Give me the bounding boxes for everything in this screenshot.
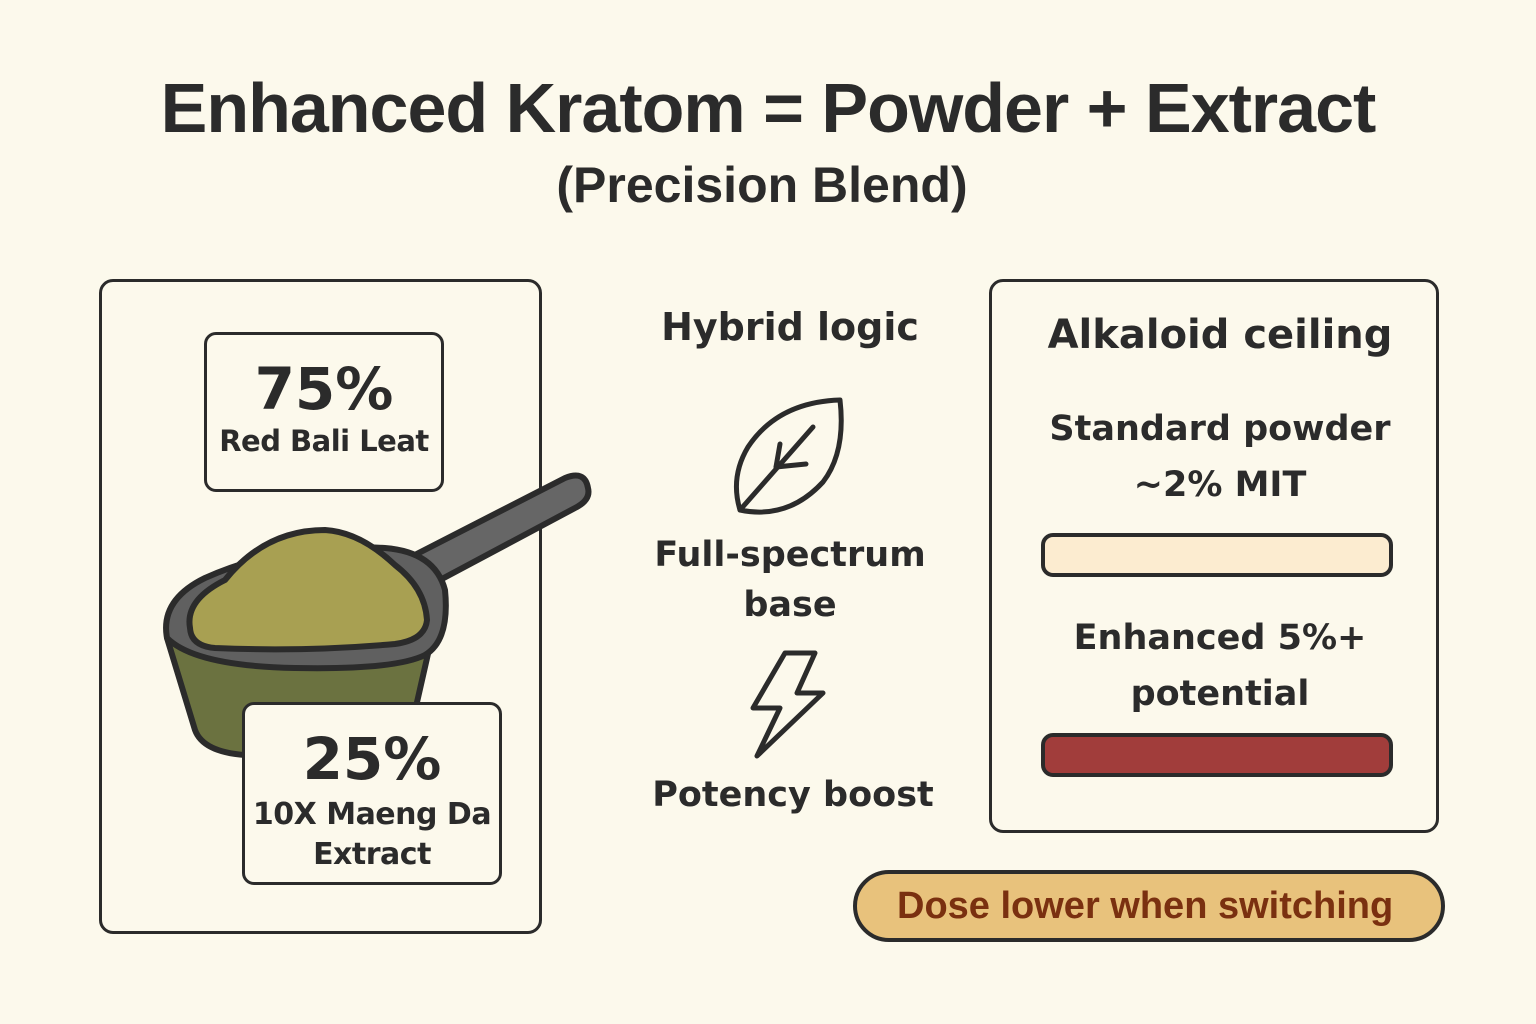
alkaloid-ceiling-heading: Alkaloid ceiling <box>1047 312 1393 358</box>
page-title: Enhanced Kratom = Powder + Extract <box>160 69 1377 147</box>
standard-powder-line1: Standard powder <box>1049 409 1391 449</box>
standard-powder-bar <box>1041 533 1393 577</box>
enhanced-line2: potential <box>1130 674 1310 714</box>
full-spectrum-line1: Full-spectrum <box>654 535 926 575</box>
leaf-icon <box>733 397 844 515</box>
extract-label-line2: Extract <box>313 837 431 872</box>
standard-powder-label: Standard powder ~2% MIT <box>995 401 1445 513</box>
powder-percent: 75% <box>254 355 394 423</box>
potency-boost-label: Potency boost <box>652 775 934 815</box>
powder-ratio-box: 75% Red Bali Leat <box>204 332 444 492</box>
powder-label: Red Bali Leat <box>219 424 429 458</box>
enhanced-line1: Enhanced 5%+ <box>1073 618 1367 658</box>
extract-percent: 25% <box>302 725 442 793</box>
hybrid-logic-heading: Hybrid logic <box>661 305 919 349</box>
full-spectrum-line2: base <box>743 585 837 625</box>
dose-warning-badge: Dose lower when switching <box>853 870 1445 942</box>
extract-label-line1: 10X Maeng Da <box>252 797 492 832</box>
scoop-with-powder-icon <box>163 472 592 758</box>
enhanced-potential-label: Enhanced 5%+ potential <box>995 610 1445 722</box>
extract-ratio-box: 25% 10X Maeng Da Extract <box>242 702 502 885</box>
standard-powder-line2: ~2% MIT <box>1133 465 1307 505</box>
page-subtitle: (Precision Blend) <box>556 157 968 213</box>
lightning-bolt-icon <box>750 650 826 759</box>
enhanced-bar <box>1041 733 1393 777</box>
full-spectrum-base-label: Full-spectrum base <box>630 530 950 630</box>
